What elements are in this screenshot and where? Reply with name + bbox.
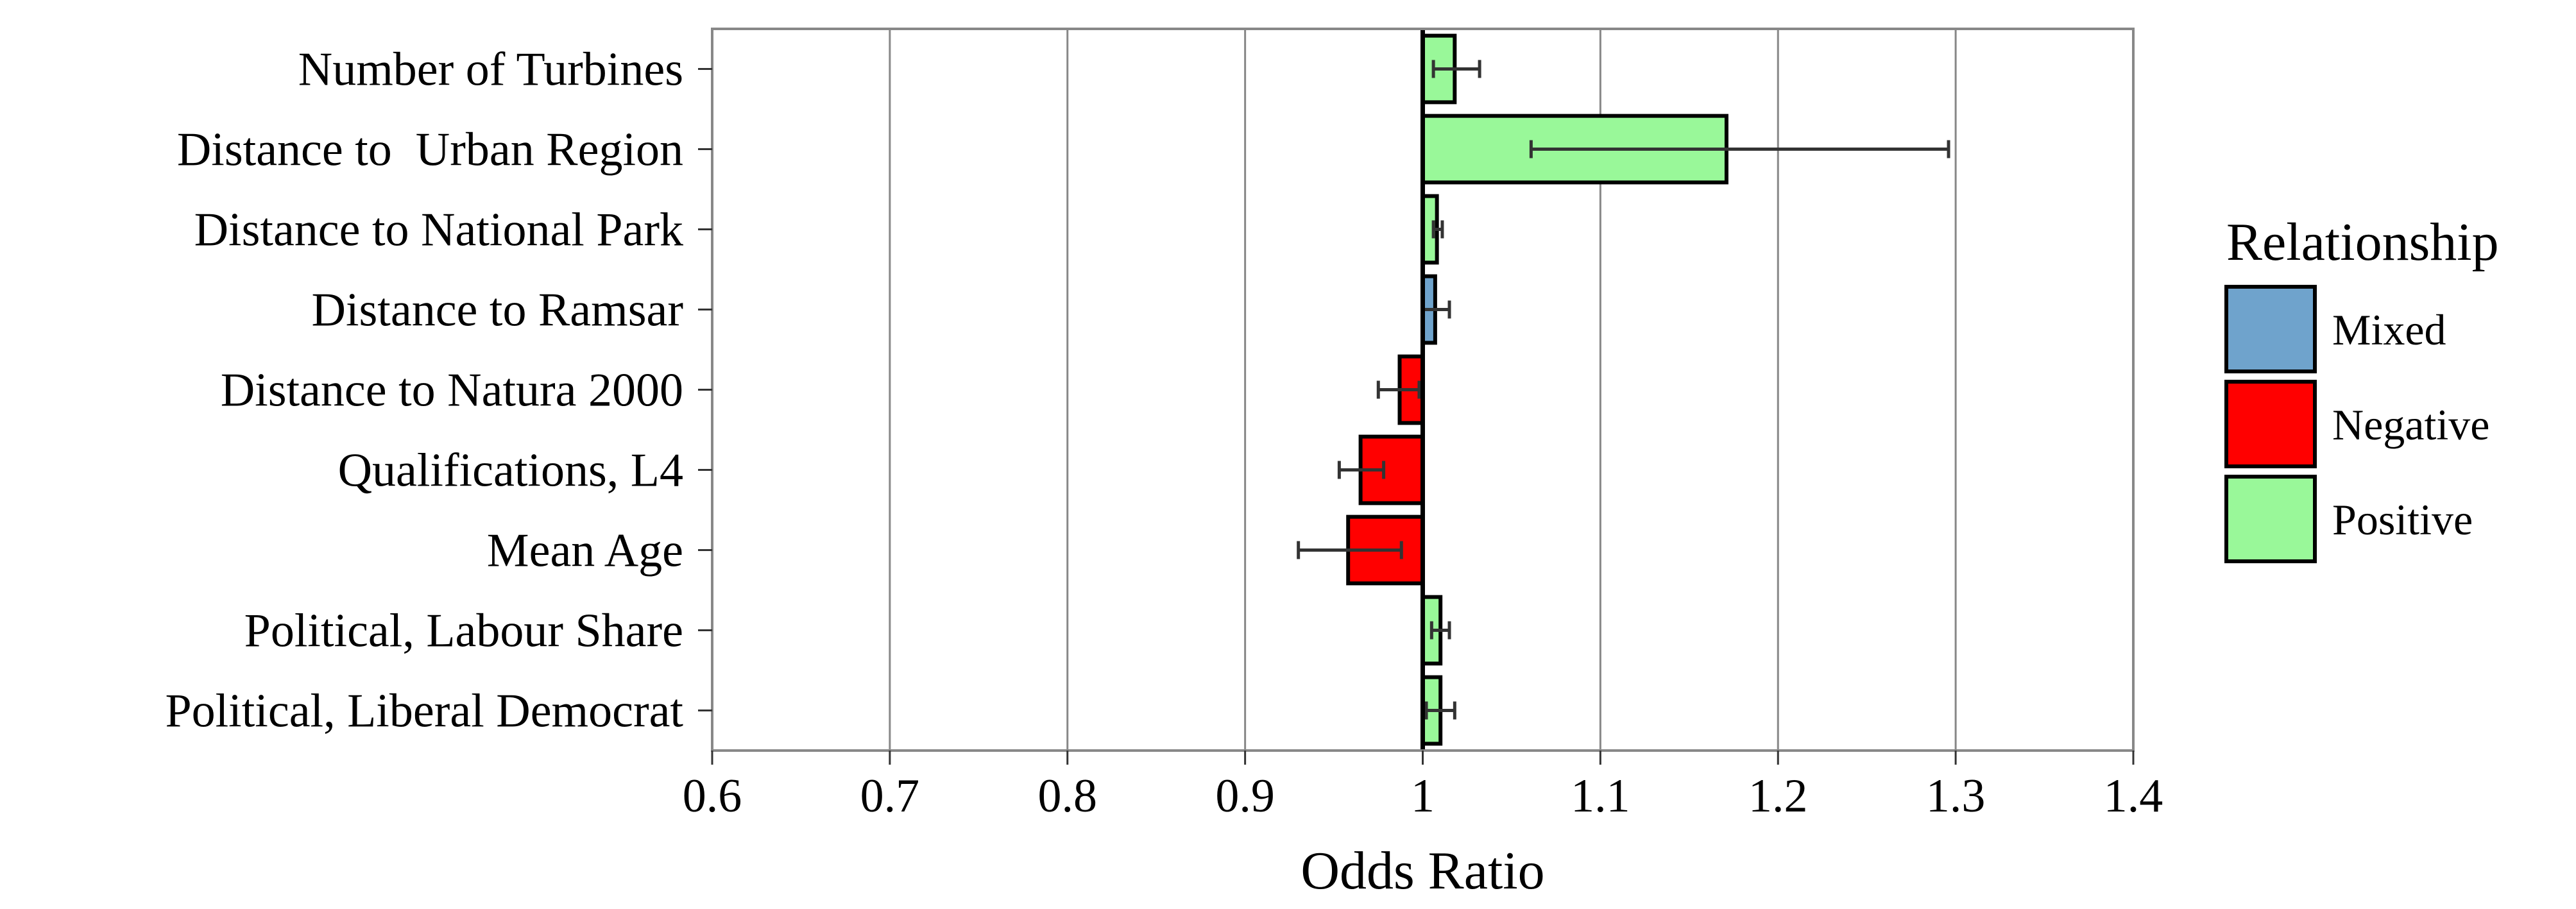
x-tick-label: 0.6 <box>683 770 742 822</box>
error-bar <box>1429 621 1451 640</box>
legend-item-negative: Negative <box>2224 380 2489 468</box>
category-label: Mean Age <box>487 525 683 577</box>
category-label: Distance to Urban Region <box>177 124 683 176</box>
error-bar <box>1431 60 1481 78</box>
x-tick-label: 0.9 <box>1215 770 1275 822</box>
category-label: Qualifications, L4 <box>338 445 683 497</box>
legend-item-positive: Positive <box>2224 475 2473 563</box>
x-tick-label: 0.7 <box>860 770 920 822</box>
x-tick-label: 1.4 <box>2104 770 2163 822</box>
category-labels: Number of Turbines Distance to Urban Regi… <box>165 44 712 738</box>
legend-label: Positive <box>2332 495 2473 544</box>
category-label: Number of Turbines <box>298 44 683 96</box>
legend-label: Mixed <box>2332 305 2446 354</box>
legend-swatch <box>2224 285 2317 373</box>
x-axis-title: Odds Ratio <box>1301 841 1544 901</box>
legend-title: Relationship <box>2226 212 2499 272</box>
error-bars <box>1297 60 1950 720</box>
legend-swatch <box>2224 475 2317 563</box>
error-bar <box>1337 461 1386 479</box>
category-label: Distance to National Park <box>194 204 683 257</box>
legend-item-mixed: Mixed <box>2224 285 2446 373</box>
legend-swatch <box>2224 380 2317 468</box>
x-tick-label: 1.2 <box>1748 770 1808 822</box>
category-label: Distance to Natura 2000 <box>221 364 683 417</box>
x-tick-label: 1.1 <box>1571 770 1630 822</box>
x-tick-label: 1 <box>1411 770 1435 822</box>
error-bar <box>1431 220 1444 239</box>
error-bar <box>1376 380 1421 399</box>
error-bar <box>1529 140 1950 158</box>
x-axis-ticks: 0.6 0.7 0.8 0.9 1 1.1 1.2 1.3 1.4 <box>683 751 2163 822</box>
legend-label: Negative <box>2332 400 2489 449</box>
x-tick-label: 0.8 <box>1038 770 1098 822</box>
category-label: Distance to Ramsar <box>312 284 684 337</box>
legend: Relationship Mixed Negative Positive <box>2224 212 2499 563</box>
category-label: Political, Labour Share <box>244 605 683 658</box>
x-tick-label: 1.3 <box>1926 770 1986 822</box>
legend-items: Mixed Negative Positive <box>2224 285 2489 563</box>
error-bar <box>1424 701 1456 720</box>
error-bar <box>1297 541 1403 559</box>
category-label: Political, Liberal Democrat <box>165 685 683 738</box>
